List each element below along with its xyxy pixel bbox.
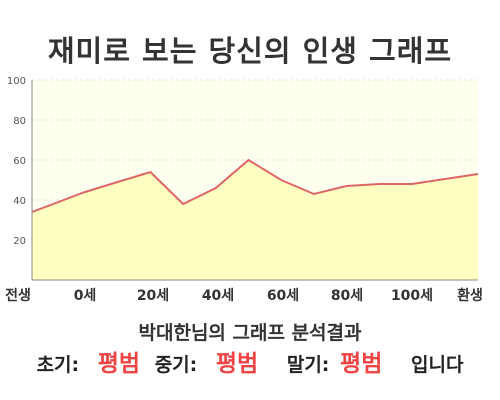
mid-value: 평범	[215, 351, 259, 377]
y-tick-label: 20	[13, 236, 26, 247]
x-tick-label: 80세	[331, 288, 363, 304]
x-tick-label: 60세	[267, 288, 299, 304]
x-tick-label: 0세	[74, 288, 97, 304]
late-value: 평범	[340, 351, 383, 377]
early-label: 초기:	[36, 354, 80, 376]
area-fill	[32, 160, 478, 280]
late-label: 말기:	[286, 354, 330, 376]
series-line	[31, 158, 479, 213]
y-tick-labels: 100 80 60 40 20	[7, 76, 26, 247]
early-value: 평범	[97, 351, 141, 377]
verdict-suffix: 입니다	[410, 354, 464, 376]
y-tick-label: 60	[13, 156, 26, 167]
mid-label: 중기:	[154, 354, 198, 376]
x-tick-label: 전생	[5, 287, 31, 304]
verdict-line: 초기: 평범 중기: 평범 말기: 평범 입니다	[0, 344, 500, 378]
page-title: 재미로 보는 당신의 인생 그래프	[47, 34, 453, 68]
x-tick-label: 100세	[391, 288, 433, 304]
y-tick-label: 100	[7, 76, 26, 87]
y-tick-label: 40	[13, 196, 26, 207]
x-tick-label: 40세	[202, 288, 234, 304]
x-tick-label: 환생	[457, 287, 483, 304]
y-tick-label: 80	[13, 116, 26, 127]
x-tick-labels: 전생 0세 20세 40세 60세 80세 100세 환생	[5, 287, 483, 304]
x-tick-label: 20세	[137, 288, 169, 304]
result-title: 박대한님의 그래프 분석결과	[138, 322, 362, 344]
life-graph-chart: 100 80 60 40 20 전생 0세 20세 40세 60세 80세 100세 환생	[5, 76, 483, 304]
